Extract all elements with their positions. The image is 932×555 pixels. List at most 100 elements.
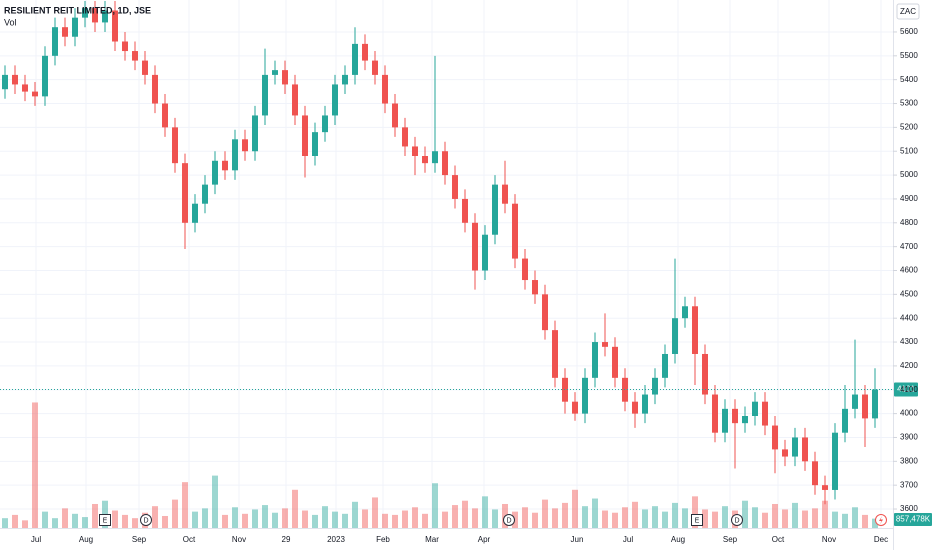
x-tick-label: 29	[282, 535, 291, 544]
candle-body	[502, 184, 508, 204]
volume-bar	[862, 514, 868, 528]
x-tick-label: Oct	[772, 535, 785, 544]
candle-body	[732, 408, 738, 424]
event-label[interactable]: E	[103, 517, 108, 524]
volume-bar	[422, 513, 428, 528]
candle-body	[302, 115, 308, 156]
candle-body	[392, 103, 398, 128]
volume-bar	[162, 515, 168, 528]
volume-bar	[282, 508, 288, 528]
candle-body	[182, 163, 188, 223]
volume-bar	[362, 509, 368, 528]
volume-bar	[652, 506, 658, 528]
volume-bar	[272, 512, 278, 528]
event-label[interactable]: E	[695, 517, 700, 524]
candle-body	[372, 60, 378, 75]
y-tick-label: 3800	[900, 456, 918, 465]
event-label[interactable]: D	[143, 517, 148, 524]
volume-bar	[352, 501, 358, 528]
event-marker	[99, 514, 111, 526]
volume-bar	[402, 510, 408, 528]
volume-bar	[492, 509, 498, 528]
volume-bar	[242, 513, 248, 528]
candle-body	[542, 294, 548, 331]
candle-body	[2, 74, 8, 90]
volume-bar	[702, 509, 708, 528]
x-tick-label: Feb	[376, 535, 390, 544]
volume-bar	[322, 506, 328, 528]
candle-body	[232, 139, 238, 171]
volume-bar	[302, 510, 308, 528]
candle-body	[62, 27, 68, 37]
volume-bar	[222, 514, 228, 528]
volume-bar	[262, 505, 268, 528]
volume-bar	[252, 509, 258, 528]
candle-body	[492, 184, 498, 235]
x-tick-label: Oct	[183, 535, 196, 544]
candle-body	[872, 389, 878, 419]
event-label[interactable]: D	[734, 517, 739, 524]
volume-bar	[42, 511, 48, 528]
volume-bar	[642, 509, 648, 528]
y-tick-label: 4000	[900, 409, 918, 418]
y-tick-label: 4700	[900, 242, 918, 251]
volume-bar	[872, 518, 878, 528]
candle-body	[292, 84, 298, 116]
candle-body	[552, 330, 558, 378]
candle-body	[22, 84, 28, 92]
volume-bar	[152, 506, 158, 528]
y-tick-label: 3700	[900, 480, 918, 489]
y-tick-label: 5300	[900, 99, 918, 108]
candle-body	[852, 394, 858, 409]
volume-bar	[472, 508, 478, 528]
volume-bar	[552, 508, 558, 528]
volume-bar	[572, 489, 578, 528]
candle-body	[532, 280, 538, 295]
x-tick-label: Jul	[623, 535, 633, 544]
volume-bar	[432, 483, 438, 528]
candle-body	[722, 408, 728, 433]
volume-bar	[722, 506, 728, 528]
candle-body	[752, 401, 758, 416]
volume-bar	[682, 508, 688, 528]
candle-body	[742, 416, 748, 424]
candle-body	[362, 43, 368, 61]
volume-bar	[812, 508, 818, 528]
candle-body	[192, 203, 198, 223]
candle-body	[142, 60, 148, 75]
event-marker	[140, 514, 152, 526]
volume-bar	[582, 506, 588, 528]
volume-bar	[842, 513, 848, 528]
candle-body	[382, 74, 388, 104]
candle-body	[462, 198, 468, 223]
candle-body	[42, 55, 48, 97]
candle-body	[222, 160, 228, 171]
y-tick-label: 4200	[900, 361, 918, 370]
candle-body	[662, 353, 668, 378]
volume-bar	[632, 501, 638, 528]
event-marker	[731, 514, 743, 526]
volume-bar	[182, 482, 188, 528]
candle-body	[282, 70, 288, 85]
volume-bar	[92, 503, 98, 528]
candle-body	[782, 449, 788, 457]
volume-bar	[52, 518, 58, 528]
volume-bar	[2, 518, 8, 528]
volume-bar	[742, 500, 748, 528]
y-tick-label: 5200	[900, 122, 918, 131]
candle-body	[812, 461, 818, 486]
candle-body	[352, 43, 358, 75]
y-tick-label: 5400	[900, 75, 918, 84]
candle-body	[452, 175, 458, 199]
volume-bar	[212, 475, 218, 528]
volume-bar	[382, 513, 388, 528]
event-label[interactable]: D	[506, 517, 511, 524]
candle-body	[412, 146, 418, 156]
candle-body	[672, 318, 678, 354]
candle-body	[862, 394, 868, 419]
candle-body	[72, 17, 78, 37]
y-tick-label: 5500	[900, 51, 918, 60]
currency-box[interactable]	[896, 3, 920, 20]
